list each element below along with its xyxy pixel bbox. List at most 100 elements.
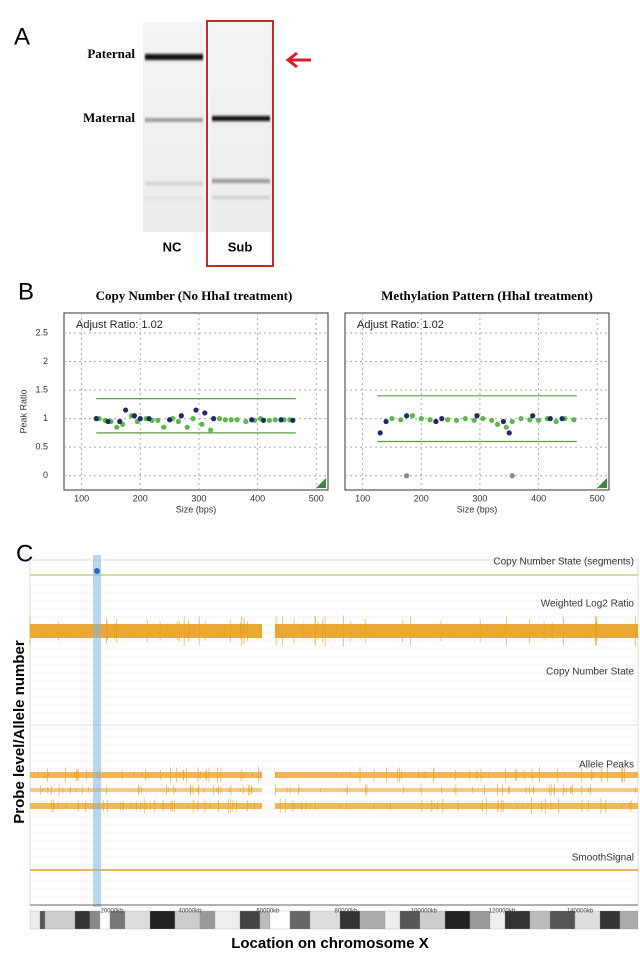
point [530, 413, 535, 418]
point [273, 417, 278, 422]
point [278, 417, 283, 422]
x-tick-label: 20000kb [100, 909, 124, 915]
x-tick-label: 40000kb [178, 909, 202, 915]
y-tick-label: 2 [43, 356, 48, 366]
annotation: Adjust Ratio: 1.02 [357, 319, 444, 331]
point [495, 422, 500, 427]
point [507, 430, 512, 435]
point [267, 418, 272, 423]
x-tick-label: 60000kb [256, 909, 280, 915]
signal-band [275, 803, 638, 809]
point [229, 417, 234, 422]
plot-frame [345, 313, 609, 490]
ideogram-band [620, 911, 638, 929]
point [471, 418, 476, 423]
y-tick-label: 1 [43, 413, 48, 423]
point [243, 419, 248, 424]
point [202, 410, 207, 415]
ideogram-band [215, 911, 240, 929]
point [138, 416, 143, 421]
point [536, 418, 541, 423]
point [389, 416, 394, 421]
x-tick-label: 100000kb [411, 909, 438, 915]
point [146, 416, 151, 421]
point [249, 417, 254, 422]
point [117, 419, 122, 424]
track-label: Allele Peaks [579, 760, 634, 771]
signal-band [275, 788, 638, 792]
lane-label: NC [163, 239, 182, 254]
y-axis-label: Peak Ratio [18, 389, 28, 433]
y-tick-label: 2.5 [35, 327, 48, 337]
y-tick-label: 1.5 [35, 384, 48, 394]
x-axis-label: Size (bps) [176, 504, 217, 514]
x-tick-label: 100 [355, 493, 370, 503]
panel-label: A [14, 23, 30, 50]
point [94, 416, 99, 421]
figure: A Paternal Maternal NC Sub B Copy Number… [0, 0, 640, 955]
signal-band [30, 624, 262, 638]
y-tick-label: 0 [43, 470, 48, 480]
point [223, 417, 228, 422]
point [404, 473, 409, 478]
point [463, 416, 468, 421]
point [404, 413, 409, 418]
plot-frame [64, 313, 328, 490]
point [290, 418, 295, 423]
y-axis-label: Probe level/Allele number [11, 640, 28, 824]
point [548, 416, 553, 421]
x-tick-label: 400 [531, 493, 546, 503]
x-tick-label: 500 [309, 493, 324, 503]
ideogram-band [45, 911, 75, 929]
ideogram-band [40, 911, 45, 929]
x-tick-label: 100 [74, 493, 89, 503]
point [554, 419, 559, 424]
point [433, 419, 438, 424]
point [419, 416, 424, 421]
lane-label: Sub [228, 239, 253, 254]
x-tick-label: 80000kb [334, 909, 358, 915]
point [261, 418, 266, 423]
point [161, 425, 166, 430]
point [190, 416, 195, 421]
x-tick-label: 300 [472, 493, 487, 503]
highlight [93, 555, 101, 907]
charts: Copy Number (No HhaI treatment) 100 200 300… [18, 288, 609, 514]
point [501, 419, 506, 424]
chart-title: Methylation Pattern (HhaI treatment) [381, 288, 593, 303]
point [193, 407, 198, 412]
x-tick-label: 300 [191, 493, 206, 503]
point [510, 419, 515, 424]
signal-band [30, 772, 262, 778]
point [454, 418, 459, 423]
chart-title: Copy Number (No HhaI treatment) [96, 288, 293, 303]
ideogram-band [470, 911, 490, 929]
point [410, 413, 415, 418]
point [208, 427, 213, 432]
genome-browser: 20000kb 40000kb 60000kb 80000kb 100000kb 1200… [30, 555, 638, 929]
ideogram-band [290, 911, 310, 929]
ideogram-band [385, 911, 400, 929]
ideogram-band [445, 911, 470, 929]
marker [94, 568, 100, 574]
ideogram-band [90, 911, 100, 929]
gel [143, 21, 311, 266]
band-label: Paternal [87, 46, 135, 61]
x-tick-label: 200 [133, 493, 148, 503]
x-axis-label: Location on chromosome X [231, 935, 429, 952]
ideogram-band [360, 911, 385, 929]
point [398, 417, 403, 422]
point [474, 413, 479, 418]
track-label: Weighted Log2 Ratio [541, 599, 635, 610]
point [114, 425, 119, 430]
panel-label: B [18, 278, 34, 305]
annotation: Adjust Ratio: 1.02 [76, 319, 163, 331]
point [510, 473, 515, 478]
ideogram-band [125, 911, 150, 929]
point [439, 416, 444, 421]
point [559, 416, 564, 421]
band-label: Maternal [83, 110, 135, 125]
x-tick-label: 120000kb [489, 909, 516, 915]
y-tick-label: 0.5 [35, 442, 48, 452]
ideogram-band [200, 911, 215, 929]
